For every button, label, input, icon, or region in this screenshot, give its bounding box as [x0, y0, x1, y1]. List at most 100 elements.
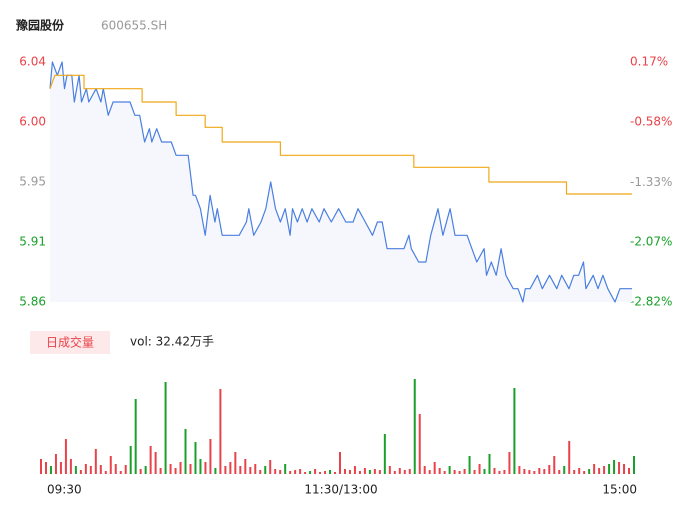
- volume-bar: [309, 471, 312, 474]
- stock-code: 600655.SH: [101, 19, 167, 33]
- volume-bar: [508, 452, 511, 474]
- volume-bar: [578, 468, 581, 474]
- volume-bar: [448, 466, 451, 474]
- volume-bar: [373, 469, 376, 474]
- volume-bar: [563, 466, 566, 474]
- volume-bar: [433, 462, 436, 474]
- volume-bar: [343, 469, 346, 474]
- volume-bar: [513, 388, 516, 474]
- volume-bar: [284, 464, 287, 474]
- volume-bar: [139, 469, 142, 474]
- volume-bar: [403, 470, 406, 474]
- volume-bar: [259, 470, 262, 474]
- volume-tag-bg: [30, 331, 110, 354]
- volume-bar: [558, 470, 561, 474]
- volume-bar: [149, 446, 152, 474]
- volume-bar: [109, 456, 112, 474]
- y-tick-label: 6.00: [19, 115, 46, 129]
- volume-bar: [353, 466, 356, 474]
- volume-bar: [84, 464, 87, 474]
- volume-bar: [94, 449, 97, 474]
- volume-bar: [588, 469, 591, 474]
- volume-bar: [613, 460, 616, 474]
- volume-bar: [428, 470, 431, 474]
- volume-bar: [603, 466, 606, 474]
- volume-bar: [314, 469, 317, 474]
- volume-bar: [498, 471, 501, 474]
- volume-bar: [543, 469, 546, 474]
- volume-bar: [488, 454, 491, 474]
- y-tick-label: 6.04: [19, 55, 46, 69]
- x-tick-label: 11:30/13:00: [304, 483, 377, 497]
- volume-bar: [393, 471, 396, 474]
- volume-bar: [553, 456, 556, 474]
- volume-bar: [114, 464, 117, 474]
- volume-bar: [618, 462, 621, 474]
- volume-bar: [74, 466, 77, 474]
- volume-bar: [299, 469, 302, 474]
- volume-bar: [239, 466, 242, 474]
- volume-bar: [573, 470, 576, 474]
- volume-bar: [533, 471, 536, 474]
- volume-bar: [54, 454, 57, 474]
- volume-bar: [59, 462, 62, 474]
- volume-bar: [40, 459, 42, 474]
- volume-bar: [458, 471, 461, 474]
- volume-bar: [304, 472, 307, 474]
- volume-total: vol: 32.42万手: [130, 335, 214, 349]
- volume-bar: [628, 468, 631, 474]
- x-tick-label: 09:30: [47, 483, 82, 497]
- volume-bar: [468, 456, 471, 474]
- volume-bar: [528, 470, 531, 474]
- volume-bar: [134, 399, 137, 474]
- y2-tick-label: -1.33%: [630, 175, 672, 189]
- volume-bar: [338, 452, 341, 474]
- volume-bar: [254, 464, 257, 474]
- volume-bar: [463, 469, 466, 474]
- volume-bar: [348, 470, 351, 474]
- volume-bar: [199, 459, 202, 474]
- volume-bar: [104, 471, 107, 474]
- volume-bar: [184, 429, 187, 474]
- volume-bar: [164, 382, 167, 474]
- y2-tick-label: -2.82%: [630, 295, 672, 309]
- volume-bar: [229, 462, 232, 474]
- volume-bar: [274, 469, 277, 474]
- volume-bar: [209, 439, 212, 474]
- volume-bar: [388, 466, 391, 474]
- y2-tick-label: 0.17%: [630, 55, 668, 69]
- y-tick-label: 5.91: [19, 235, 46, 249]
- volume-bar: [204, 462, 207, 474]
- volume-bar: [378, 470, 381, 474]
- volume-bar: [383, 434, 386, 474]
- price-line: [49, 61, 632, 303]
- volume-bar: [423, 466, 426, 474]
- volume-bar: [483, 469, 486, 474]
- price-area: [50, 62, 632, 302]
- volume-bar: [418, 414, 421, 474]
- volume-bar: [154, 452, 157, 474]
- volume-bar: [319, 472, 322, 474]
- volume-bar: [453, 470, 456, 474]
- volume-bar: [478, 464, 481, 474]
- volume-bar: [124, 465, 127, 474]
- volume-bar: [174, 468, 177, 474]
- volume-bar: [249, 467, 252, 474]
- volume-bar: [334, 472, 337, 474]
- volume-bar: [294, 470, 297, 474]
- volume-bar: [493, 468, 496, 474]
- volume-bar: [598, 468, 601, 474]
- volume-bar: [214, 468, 217, 474]
- stock-name: 豫园股份: [16, 18, 65, 33]
- volume-bar: [568, 441, 571, 474]
- volume-bar: [473, 470, 476, 474]
- volume-bar: [438, 468, 441, 474]
- volume-bar: [363, 468, 366, 474]
- volume-bar: [279, 470, 282, 474]
- volume-bar: [289, 471, 292, 474]
- volume-bar: [79, 470, 82, 474]
- volume-bar: [169, 464, 172, 474]
- volume-bar: [443, 471, 446, 474]
- volume-bar: [269, 460, 272, 474]
- volume-bar: [358, 471, 361, 474]
